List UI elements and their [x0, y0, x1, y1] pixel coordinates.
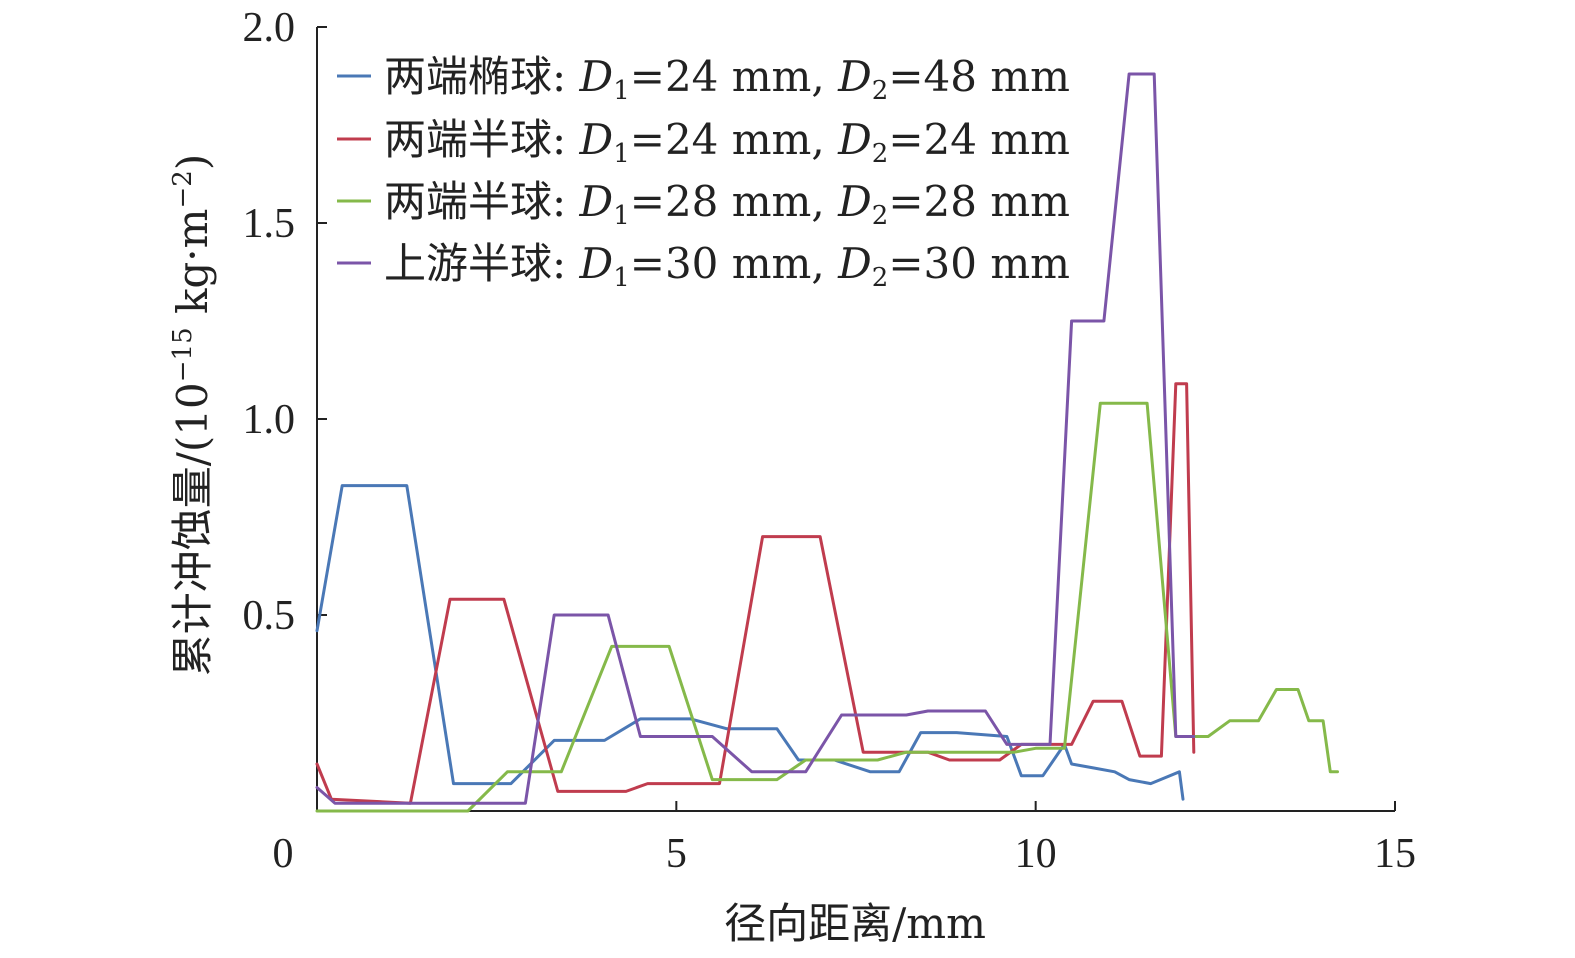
tick-labels: 0 5 10 15 0.5 1.0 1.5 2.0: [243, 5, 1417, 877]
y-tick-label: 0.5: [243, 593, 296, 639]
series-line-4: [315, 72, 1196, 805]
legend-item: 两端椭球: D1=24 mm, D2=48 mm: [337, 52, 1070, 106]
y-axis-title-suffix: ): [168, 154, 217, 170]
legend-label: 两端椭球: D1=24 mm, D2=48 mm: [384, 52, 1070, 106]
y-axis-title-exp2: −2: [168, 170, 198, 208]
series-line-2: [315, 382, 1196, 805]
x-tick-label: 10: [1015, 831, 1057, 877]
legend-label: 两端半球: D1=28 mm, D2=28 mm: [384, 177, 1070, 231]
x-tick-label: 0: [273, 831, 294, 877]
y-axis-title-mid: kg·m: [168, 208, 217, 327]
y-axis-title-prefix: 累计冲蚀量/(10: [168, 382, 217, 676]
x-axis-title: 径向距离/mm: [724, 899, 986, 948]
y-axis-title-exp: −15: [168, 327, 198, 382]
series-line-1: [315, 484, 1185, 801]
x-tick-label: 15: [1374, 831, 1416, 877]
legend-label: 两端半球: D1=24 mm, D2=24 mm: [384, 115, 1070, 169]
legend-item: 上游半球: D1=30 mm, D2=30 mm: [337, 239, 1070, 293]
x-tick-label: 5: [666, 831, 687, 877]
y-tick-label: 1.0: [243, 397, 296, 443]
legend-item: 两端半球: D1=28 mm, D2=28 mm: [337, 177, 1070, 231]
y-tick-label: 1.5: [243, 201, 296, 247]
legend-label: 上游半球: D1=30 mm, D2=30 mm: [384, 239, 1070, 293]
y-tick-label: 2.0: [243, 5, 296, 51]
series-group: [315, 72, 1339, 813]
y-axis-title: 累计冲蚀量/(10−15 kg·m−2): [168, 154, 217, 676]
legend-item: 两端半球: D1=24 mm, D2=24 mm: [337, 115, 1070, 169]
series-line-3: [315, 401, 1339, 813]
legend: 两端椭球: D1=24 mm, D2=48 mm 两端半球: D1=24 mm,…: [337, 52, 1070, 293]
